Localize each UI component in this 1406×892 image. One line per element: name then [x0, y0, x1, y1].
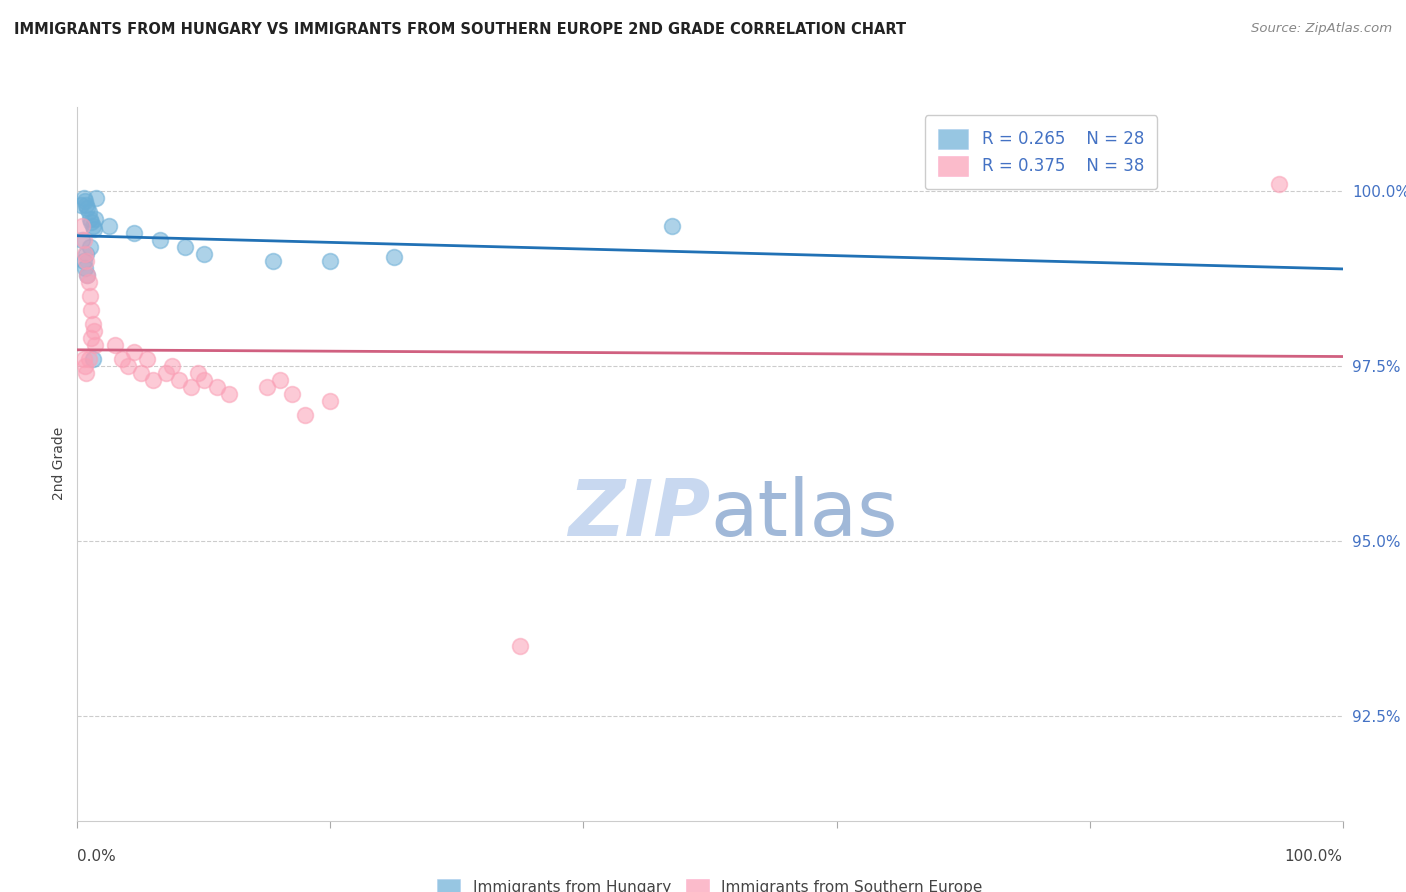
- Point: [80, 302, 103, 317]
- Point: [79, 211, 101, 226]
- Point: [73, 191, 96, 205]
- Point: [75, 247, 97, 261]
- Text: 100.0%: 100.0%: [1285, 849, 1343, 863]
- Point: [72, 233, 94, 247]
- Point: [124, 226, 146, 240]
- Point: [83, 222, 105, 236]
- Point: [75, 366, 97, 380]
- Point: [136, 351, 159, 366]
- Text: atlas: atlas: [710, 475, 897, 552]
- Point: [263, 254, 285, 268]
- Point: [77, 275, 100, 289]
- Point: [661, 219, 683, 233]
- Point: [162, 359, 183, 373]
- Point: [193, 247, 215, 261]
- Text: 0.0%: 0.0%: [77, 849, 117, 863]
- Point: [174, 240, 197, 254]
- Point: [205, 380, 228, 394]
- Point: [75, 198, 97, 212]
- Point: [82, 219, 104, 233]
- Point: [76, 268, 98, 282]
- Point: [167, 373, 190, 387]
- Text: Source: ZipAtlas.com: Source: ZipAtlas.com: [1251, 22, 1392, 36]
- Point: [80, 215, 103, 229]
- Point: [73, 359, 96, 373]
- Point: [79, 289, 101, 303]
- Point: [72, 219, 94, 233]
- Text: ZIP: ZIP: [568, 475, 710, 552]
- Point: [73, 254, 96, 268]
- Point: [218, 387, 240, 401]
- Point: [73, 233, 96, 247]
- Point: [142, 373, 165, 387]
- Point: [129, 366, 152, 380]
- Point: [269, 373, 291, 387]
- Point: [84, 211, 107, 226]
- Point: [155, 366, 177, 380]
- Point: [73, 260, 96, 275]
- Point: [73, 247, 96, 261]
- Point: [84, 338, 107, 352]
- Point: [83, 324, 105, 338]
- Legend: R = 0.265    N = 28, R = 0.375    N = 38: R = 0.265 N = 28, R = 0.375 N = 38: [925, 115, 1157, 189]
- Point: [75, 254, 97, 268]
- Point: [180, 380, 202, 394]
- Point: [76, 202, 98, 216]
- Point: [1268, 177, 1291, 191]
- Point: [509, 639, 531, 653]
- Point: [111, 351, 132, 366]
- Point: [77, 351, 100, 366]
- Point: [86, 191, 108, 205]
- Point: [80, 331, 103, 345]
- Y-axis label: 2nd Grade: 2nd Grade: [52, 427, 66, 500]
- Point: [98, 219, 120, 233]
- Point: [82, 351, 104, 366]
- Point: [73, 194, 96, 209]
- Text: IMMIGRANTS FROM HUNGARY VS IMMIGRANTS FROM SOUTHERN EUROPE 2ND GRADE CORRELATION: IMMIGRANTS FROM HUNGARY VS IMMIGRANTS FR…: [14, 22, 907, 37]
- Point: [319, 254, 342, 268]
- Point: [149, 233, 172, 247]
- Point: [70, 198, 93, 212]
- Point: [79, 240, 101, 254]
- Point: [319, 393, 342, 408]
- Point: [73, 351, 96, 366]
- Point: [256, 380, 278, 394]
- Point: [124, 345, 146, 359]
- Point: [104, 338, 127, 352]
- Point: [82, 317, 104, 331]
- Point: [193, 373, 215, 387]
- Point: [76, 268, 98, 282]
- Point: [294, 408, 316, 422]
- Point: [281, 387, 304, 401]
- Point: [77, 205, 100, 219]
- Point: [382, 251, 405, 265]
- Point: [186, 366, 209, 380]
- Point: [117, 359, 139, 373]
